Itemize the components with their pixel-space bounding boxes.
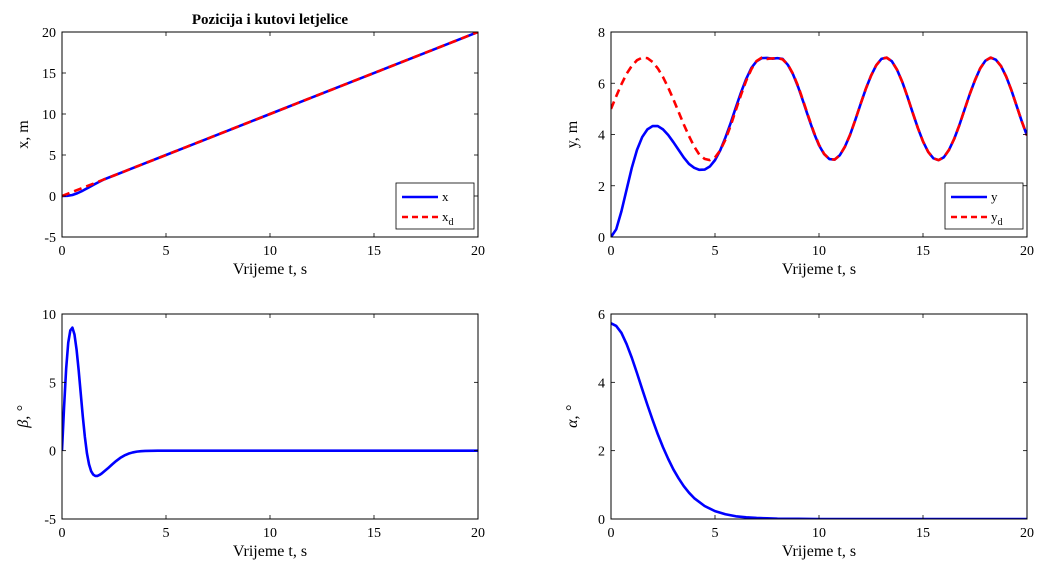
chart-beta-ytick-label: -5 bbox=[44, 513, 56, 528]
chart-x-legend-label: x bbox=[442, 189, 449, 204]
chart-x-ytick-label: 20 bbox=[42, 26, 56, 41]
chart-x-ytick-label: 15 bbox=[42, 67, 56, 82]
chart-x-ytick-label: 10 bbox=[42, 108, 56, 123]
chart-beta-xtick-label: 20 bbox=[471, 526, 485, 541]
chart-y-series-group bbox=[611, 56, 1027, 237]
chart-alpha-xtick-label: 20 bbox=[1020, 526, 1034, 541]
chart-beta-ytick-label: 5 bbox=[49, 376, 56, 391]
chart-y-xtick-label: 0 bbox=[608, 244, 615, 259]
chart-alpha-ytick-label: 2 bbox=[598, 445, 605, 460]
chart-y-xtick-label: 15 bbox=[916, 244, 930, 259]
chart-beta-ytick-label: 10 bbox=[42, 308, 56, 323]
chart-x-xtick-label: 5 bbox=[163, 244, 170, 259]
chart-x-xtick-label: 0 bbox=[59, 244, 66, 259]
chart-alpha-series-line-main bbox=[611, 322, 1027, 519]
chart-alpha-xtick-label: 5 bbox=[712, 526, 719, 541]
chart-beta-series-line-main bbox=[62, 326, 478, 478]
chart-x-series-group bbox=[62, 32, 478, 198]
chart-y-position: 0 5 10 15 20 0 2 4 6 8 Vrijeme t, s y, m y yd bbox=[564, 26, 1034, 278]
chart-y-ytick-label: 2 bbox=[598, 180, 605, 195]
chart-y-legend: y yd bbox=[944, 182, 1024, 230]
chart-y-legend-box bbox=[944, 182, 1024, 230]
chart-alpha-xtick-label: 0 bbox=[608, 526, 615, 541]
chart-y-xtick-label: 10 bbox=[812, 244, 826, 259]
chart-y-legend-label: yd bbox=[991, 209, 1003, 228]
chart-x-xtick-label: 10 bbox=[263, 244, 277, 259]
chart-y-ytick-label: 6 bbox=[598, 77, 605, 92]
chart-x-xtick-label: 15 bbox=[367, 244, 381, 259]
chart-y-xtick-label: 5 bbox=[712, 244, 719, 259]
chart-beta-xtick-label: 10 bbox=[263, 526, 277, 541]
chart-alpha-xtick-label: 10 bbox=[812, 526, 826, 541]
chart-y-series-line-y_d bbox=[611, 56, 1027, 162]
chart-y-xtick-label: 20 bbox=[1020, 244, 1034, 259]
chart-y-ytick-label: 8 bbox=[598, 26, 605, 41]
chart-beta-frame bbox=[61, 313, 479, 520]
chart-alpha-angle: 0 5 10 15 20 0 2 4 6 Vrijeme t, s α, ° bbox=[564, 308, 1034, 560]
chart-beta-series-group bbox=[62, 326, 478, 478]
chart-x-legend-label: xd bbox=[442, 209, 454, 228]
chart-x-ytick-label: -5 bbox=[44, 231, 56, 246]
chart-x-legend-box bbox=[395, 182, 475, 230]
chart-alpha-ylabel: α, ° bbox=[564, 405, 581, 428]
chart-y-ytick-label: 0 bbox=[598, 231, 605, 246]
chart-y-ytick-label: 4 bbox=[598, 129, 605, 144]
chart-x-xlabel: Vrijeme t, s bbox=[233, 261, 307, 278]
chart-alpha-ytick-label: 0 bbox=[598, 513, 605, 528]
chart-x-series-line-x_d bbox=[62, 32, 478, 198]
chart-beta-xtick-label: 0 bbox=[59, 526, 66, 541]
chart-alpha-xlabel: Vrijeme t, s bbox=[782, 543, 856, 560]
chart-alpha-series-group bbox=[611, 322, 1027, 519]
chart-y-legend-label: y bbox=[991, 189, 998, 204]
chart-x-ytick-label: 0 bbox=[49, 190, 56, 205]
chart-beta-ylabel: β, ° bbox=[15, 405, 32, 429]
chart-x-title: Pozicija i kutovi letjelice bbox=[192, 12, 349, 28]
chart-y-xlabel: Vrijeme t, s bbox=[782, 261, 856, 278]
chart-alpha-ytick-label: 4 bbox=[598, 376, 605, 391]
chart-y-ylabel: y, m bbox=[564, 120, 581, 148]
chart-x-xtick-label: 20 bbox=[471, 244, 485, 259]
chart-x-ytick-label: 5 bbox=[49, 149, 56, 164]
chart-x-legend: x xd bbox=[395, 182, 475, 230]
chart-alpha-ytick-label: 6 bbox=[598, 308, 605, 323]
chart-beta-ytick-label: 0 bbox=[49, 445, 56, 460]
chart-alpha-frame bbox=[610, 313, 1028, 520]
chart-x-ylabel: x, m bbox=[15, 120, 32, 149]
chart-alpha-xtick-label: 15 bbox=[916, 526, 930, 541]
chart-beta-xtick-label: 15 bbox=[367, 526, 381, 541]
chart-beta-xlabel: Vrijeme t, s bbox=[233, 543, 307, 560]
chart-beta-xtick-label: 5 bbox=[163, 526, 170, 541]
